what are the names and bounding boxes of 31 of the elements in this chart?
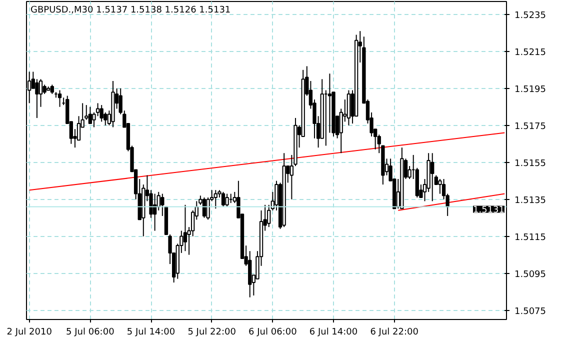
candlestick [42,84,46,94]
chart-title: GBPUSD.,M30 1.5137 1.5138 1.5126 1.5131 [30,6,231,16]
candlestick [35,78,39,118]
y-tick-label: 1.5075 [514,306,546,317]
y-tick-label: 1.5155 [514,158,546,169]
candlestick [50,84,54,94]
candlestick [214,190,218,210]
candlestick [96,102,100,117]
y-tick-label: 1.5135 [514,196,546,206]
y-tick-label: 1.5175 [514,122,546,132]
candlestick [183,204,188,252]
x-tick-label: 6 Jul 06:00 [248,328,298,338]
candlestick [225,193,229,208]
x-tick-label: 6 Jul 22:00 [370,328,419,338]
x-tick-label: 5 Jul 14:00 [126,328,176,338]
candlestick [100,104,104,122]
x-tick-label: 2 Jul 2010 [6,328,52,338]
candlestick [430,152,434,202]
y-tick-label: 1.5215 [514,48,546,58]
candlestick [88,106,92,124]
y-tick-label: 1.5195 [514,84,546,95]
x-tick-label: 5 Jul 06:00 [66,328,115,338]
ref-line-label: 1.5131 [473,206,505,216]
x-tick-label: 6 Jul 14:00 [309,328,358,338]
y-tick-label: 1.5235 [514,10,546,21]
candlestick [202,196,206,218]
x-tick-label: 5 Jul 22:00 [188,328,236,338]
candlestick [221,191,226,208]
y-tick-label: 1.5095 [514,270,546,280]
candlestick [58,90,62,108]
y-tick-label: 1.5115 [514,232,546,243]
